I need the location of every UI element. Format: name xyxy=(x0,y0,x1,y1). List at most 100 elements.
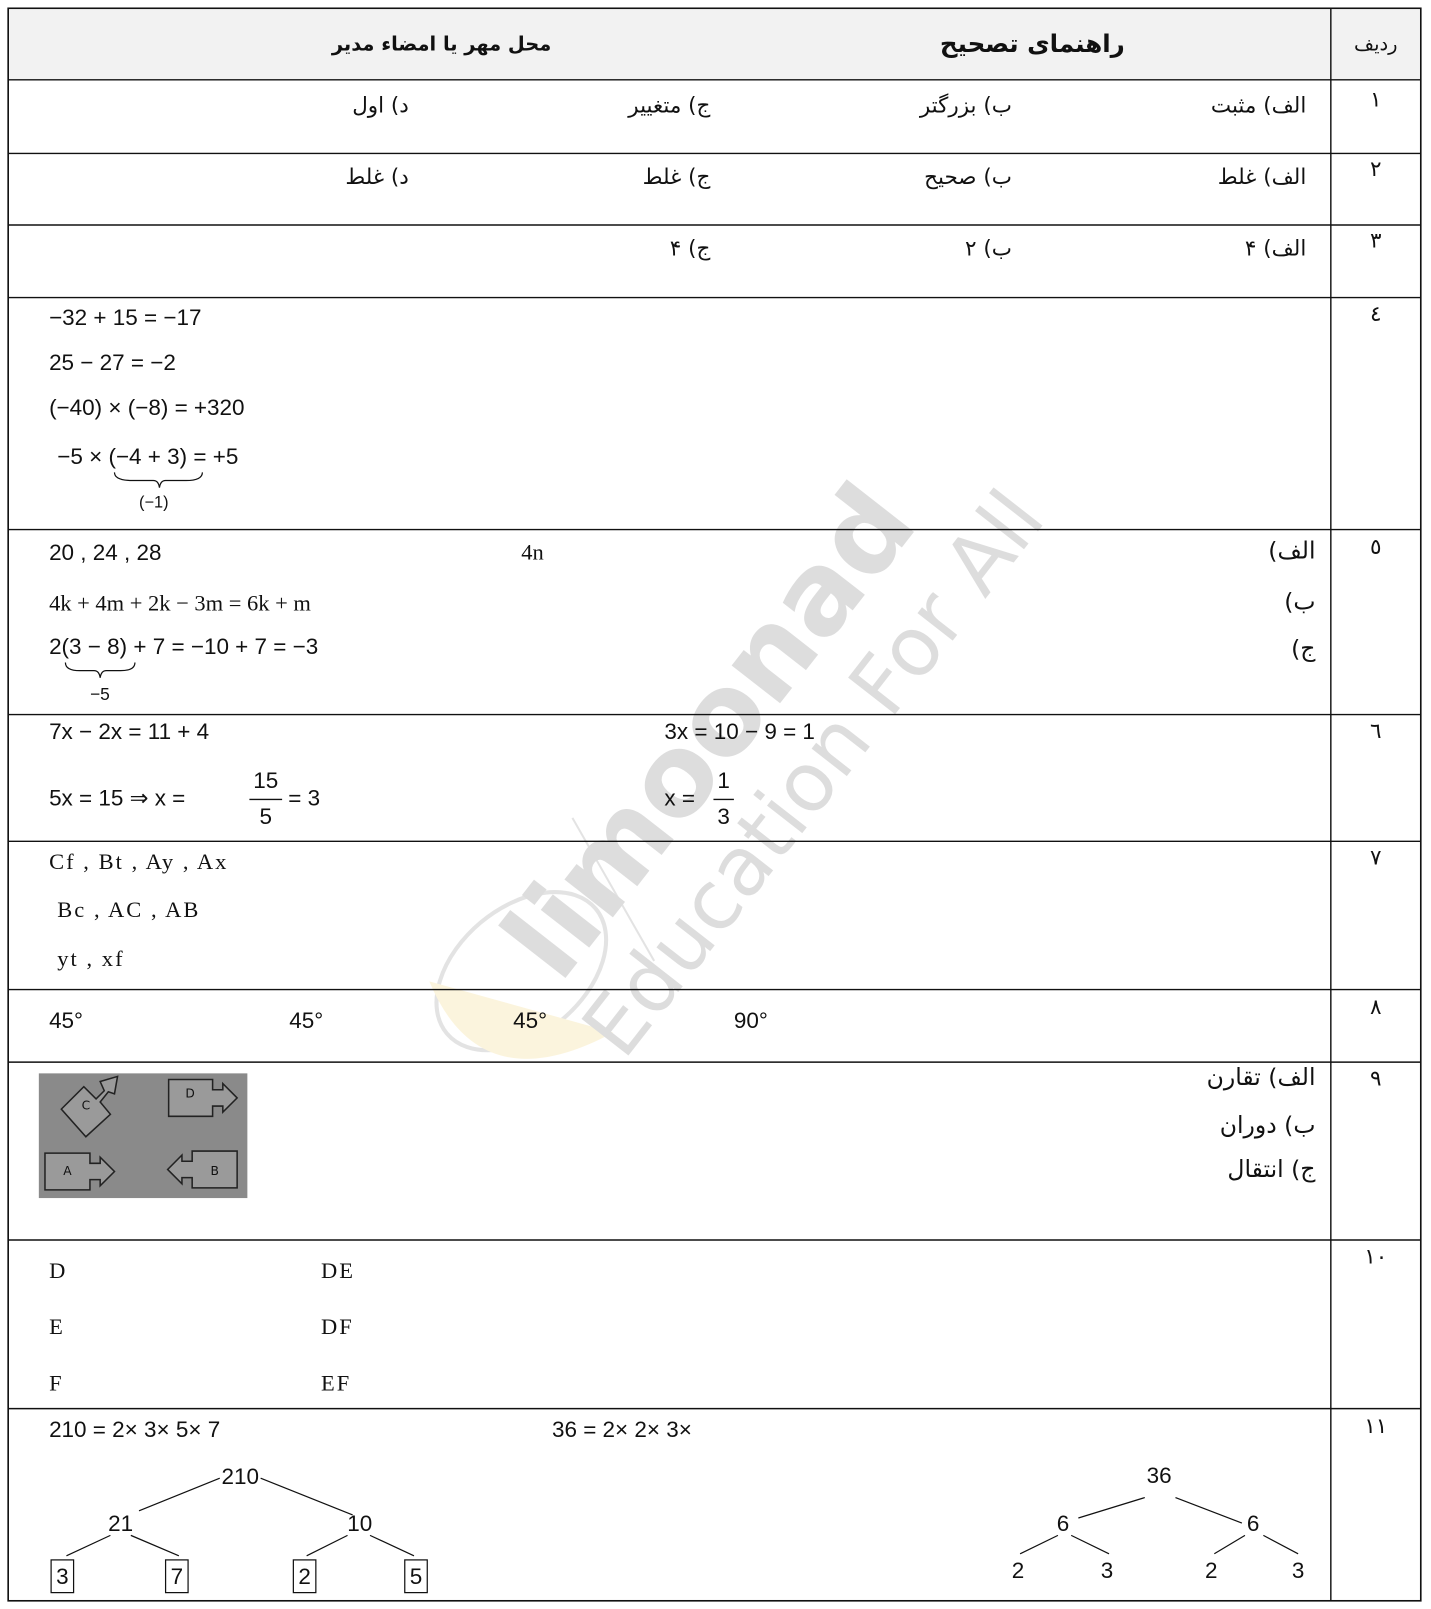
tree-node: 10 xyxy=(347,1511,372,1536)
leaf-box xyxy=(164,1559,189,1594)
equation: 7x − 2x = 11 + 4 xyxy=(49,719,209,744)
answer: الف) مثبت xyxy=(1211,93,1306,118)
tree-node: 21 xyxy=(108,1511,133,1536)
part-label: ج) xyxy=(1291,635,1316,663)
tree-node: 6 xyxy=(1057,1511,1070,1536)
watermark-logo xyxy=(429,981,614,1059)
row-number: ٩ xyxy=(1370,1067,1382,1092)
leaf-box xyxy=(292,1559,317,1594)
shape xyxy=(44,1152,116,1191)
tree-edge xyxy=(260,1477,353,1516)
shape xyxy=(166,1150,238,1189)
tree-edge xyxy=(1175,1496,1243,1524)
equation-note: −5 xyxy=(90,684,110,704)
factor-tree-edges xyxy=(50,1477,1299,1594)
fraction-denominator: 5 xyxy=(260,804,273,829)
tree-edge xyxy=(1263,1534,1299,1555)
header-row-label: ردیف xyxy=(1354,33,1398,56)
answer-line: yt , xf xyxy=(57,946,124,971)
answer: ج) ۴ xyxy=(670,237,711,262)
answer: د) غلط xyxy=(345,165,408,190)
equation: −5 × (−4 + 3) = +5 xyxy=(57,444,238,469)
tree-node: 7 xyxy=(171,1564,184,1589)
answer-line: DE xyxy=(321,1258,355,1283)
answer: د) اول xyxy=(352,93,409,118)
answer: ج) غلط xyxy=(643,165,711,190)
answer-line: F xyxy=(49,1370,64,1395)
answer-line: D xyxy=(49,1258,67,1283)
fraction-numerator: 15 xyxy=(253,768,278,793)
answer-line: DF xyxy=(321,1314,354,1339)
answer-line: Bc , AC , AB xyxy=(57,897,200,922)
tree-node: 5 xyxy=(410,1564,423,1589)
answer: الف) ۴ xyxy=(1245,237,1306,262)
equation-note: (−1) xyxy=(139,493,169,511)
tree-edge xyxy=(66,1534,111,1557)
part-label: ب) xyxy=(1284,588,1315,616)
row-number: ٥ xyxy=(1370,535,1382,560)
answer-line: EF xyxy=(321,1370,351,1395)
equation: = 3 xyxy=(288,785,320,810)
figure-label: C xyxy=(82,1099,91,1113)
answer-line: Cf , Bt , Ay , Ax xyxy=(49,849,228,874)
leaf-box xyxy=(404,1559,428,1594)
answer: ب) ۲ xyxy=(965,237,1012,262)
equation: (−40) × (−8) = +320 xyxy=(49,395,244,420)
header-guide: راهنمای تصحیح xyxy=(940,29,1125,58)
equation: 2(3 − 8) + 7 = −10 + 7 = −3 xyxy=(49,634,318,659)
tree-node: 2 xyxy=(1012,1558,1025,1583)
leaf-box xyxy=(50,1559,75,1594)
equation: 5x = 15 ⇒ x = xyxy=(49,785,185,810)
equation: 20 , 24 , 28 xyxy=(49,540,161,565)
tree-edge xyxy=(138,1477,220,1512)
equation: 36 = 2× 2× 3× xyxy=(552,1417,692,1442)
equation: −32 + 15 = −17 xyxy=(49,305,201,330)
angle: 45° xyxy=(513,1008,547,1033)
answer: ج) متغییر xyxy=(627,93,710,118)
figure-label: A xyxy=(63,1164,72,1178)
fraction-denominator: 3 xyxy=(717,804,730,829)
row-number: ٧ xyxy=(1370,846,1382,871)
row-number: ١٠ xyxy=(1364,1244,1387,1269)
row-number: ۳ xyxy=(1370,228,1382,253)
tree-node: 2 xyxy=(298,1564,311,1589)
tree-edge xyxy=(1019,1534,1059,1555)
answer: ب) دوران xyxy=(1220,1111,1316,1139)
shape xyxy=(60,1075,119,1138)
angle: 90° xyxy=(734,1008,768,1033)
tree-edge xyxy=(1078,1496,1145,1519)
row-number: ١١ xyxy=(1364,1414,1387,1439)
angle: 45° xyxy=(289,1008,323,1033)
equation: 4k + 4m + 2k − 3m = 6k + m xyxy=(49,590,311,615)
watermark-logo xyxy=(434,890,609,1053)
tree-edge xyxy=(130,1534,180,1557)
tree-node: 36 xyxy=(1147,1463,1172,1488)
row-number: ۱ xyxy=(1370,87,1382,112)
tree-node: 3 xyxy=(1292,1558,1305,1583)
answer: ب) صحیح xyxy=(924,165,1012,190)
row-number: ٦ xyxy=(1370,719,1382,744)
equation: 4n xyxy=(521,539,543,564)
underbrace xyxy=(113,472,203,488)
tree-node: 2 xyxy=(1205,1558,1218,1583)
tree-node: 210 xyxy=(221,1464,258,1489)
figure-label: D xyxy=(185,1086,194,1100)
tree-edge xyxy=(1070,1534,1110,1555)
tree-edge xyxy=(1213,1534,1246,1555)
shape xyxy=(167,1078,239,1118)
underbrace xyxy=(64,662,136,678)
equation: 25 − 27 = −2 xyxy=(49,350,176,375)
angle: 45° xyxy=(49,1008,83,1033)
row-dividers xyxy=(8,79,1421,1410)
tree-edge xyxy=(369,1534,415,1557)
answer: الف) تقارن xyxy=(1207,1063,1316,1091)
row-number: ٨ xyxy=(1370,995,1382,1020)
tree-edge xyxy=(306,1534,348,1557)
shapes-figure: C D A B xyxy=(38,1073,248,1199)
answer: الف) غلط xyxy=(1218,165,1307,190)
row-number: ۲ xyxy=(1370,157,1382,182)
answer: ب) بزرگتر xyxy=(919,92,1012,118)
tree-node: 3 xyxy=(1101,1558,1114,1583)
